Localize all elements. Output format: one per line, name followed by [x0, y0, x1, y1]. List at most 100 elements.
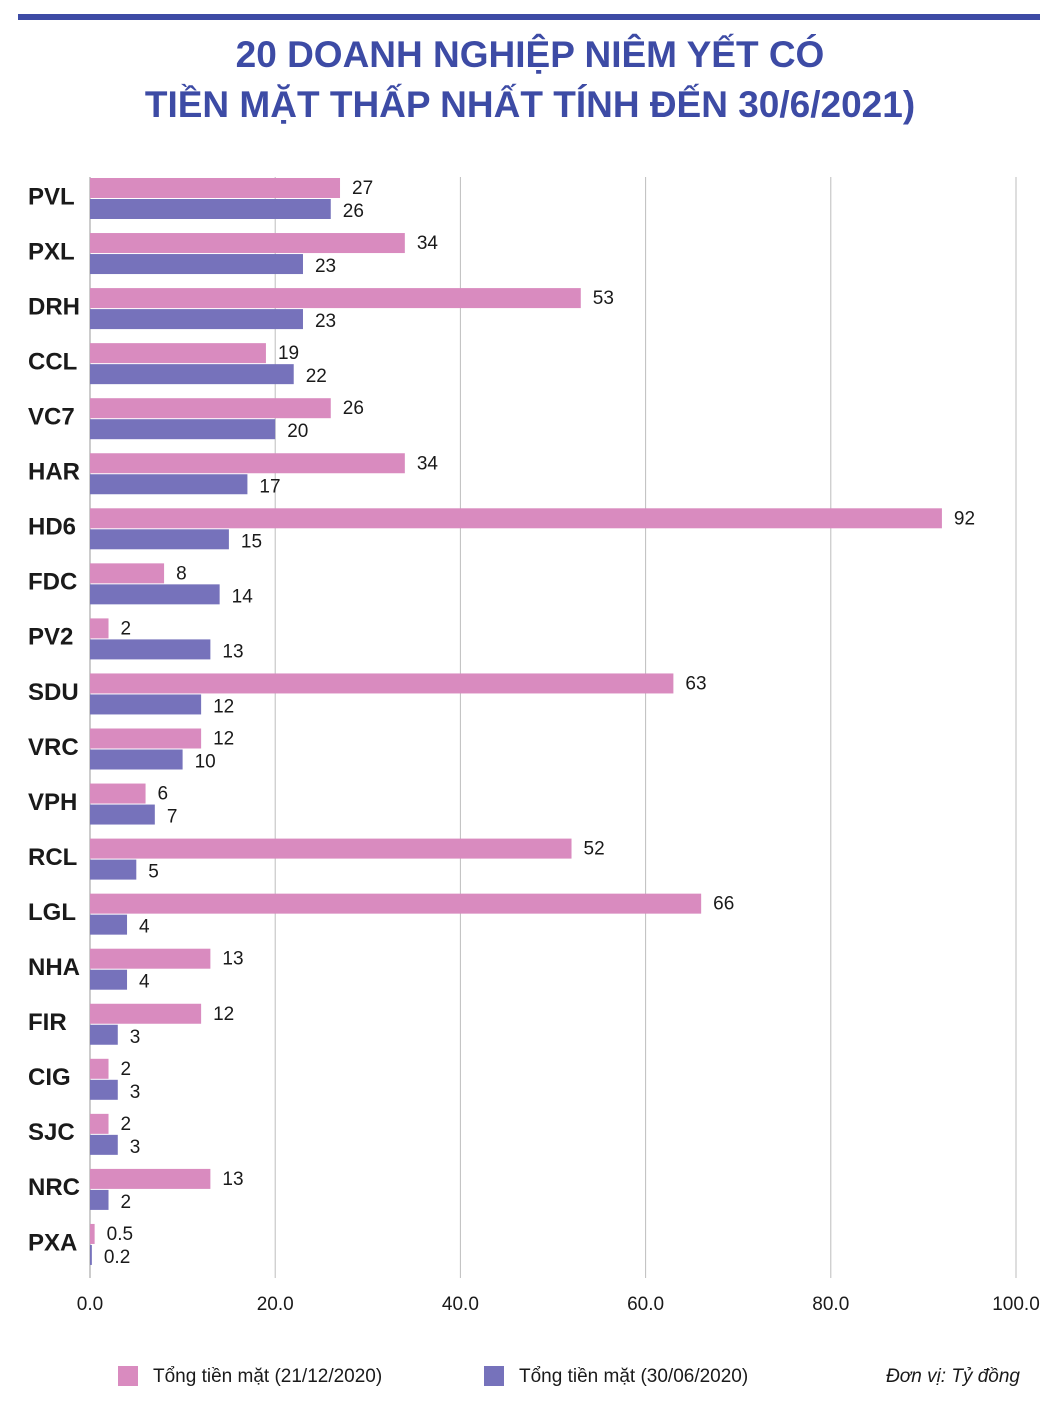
bar — [90, 343, 266, 364]
value-label: 20 — [287, 421, 308, 442]
value-label: 53 — [593, 288, 614, 309]
bar — [90, 199, 331, 219]
x-tick-label: 100.0 — [992, 1294, 1040, 1315]
bar — [90, 728, 202, 749]
value-label: 10 — [195, 752, 216, 773]
bar — [90, 1113, 109, 1134]
legend-label: Tổng tiền mặt (21/12/2020) — [153, 1366, 382, 1387]
y-tick-label: RCL — [28, 844, 77, 871]
x-tick-label: 80.0 — [812, 1294, 849, 1315]
value-label: 34 — [417, 233, 439, 254]
bar — [90, 749, 183, 770]
bar — [90, 1079, 118, 1100]
value-label: 26 — [343, 398, 364, 419]
bar — [90, 178, 341, 198]
bar — [90, 618, 109, 639]
y-tick-label: HD6 — [28, 514, 76, 541]
bar — [90, 639, 211, 660]
bar — [90, 859, 137, 880]
bar — [90, 1024, 118, 1045]
chart-title: 20 DOANH NGHIỆP NIÊM YẾT CÓ — [236, 33, 825, 75]
value-label: 63 — [685, 673, 706, 694]
legend-label: Tổng tiền mặt (30/06/2020) — [519, 1366, 748, 1387]
value-label: 0.5 — [107, 1224, 133, 1245]
y-tick-label: VPH — [28, 789, 77, 816]
legend-swatch — [118, 1366, 138, 1386]
bar — [90, 1189, 109, 1210]
bar — [90, 969, 128, 990]
bar — [90, 893, 702, 914]
value-label: 19 — [278, 343, 299, 364]
value-label: 2 — [121, 1192, 132, 1213]
value-label: 15 — [241, 531, 262, 552]
y-tick-label: PV2 — [28, 624, 73, 651]
y-tick-label: FIR — [28, 1009, 67, 1036]
y-tick-label: SJC — [28, 1119, 75, 1146]
value-label: 26 — [343, 201, 364, 222]
bar — [90, 398, 331, 419]
y-tick-label: CIG — [28, 1064, 71, 1091]
value-label: 13 — [222, 641, 243, 662]
y-tick-label: SDU — [28, 679, 79, 706]
y-tick-label: LGL — [28, 899, 76, 926]
bar — [90, 1223, 95, 1244]
value-label: 2 — [121, 1114, 132, 1135]
value-label: 23 — [315, 311, 336, 332]
y-tick-label: VC7 — [28, 404, 75, 431]
bar — [90, 1003, 202, 1024]
value-label: 34 — [417, 453, 439, 474]
y-tick-label: HAR — [28, 459, 80, 486]
value-label: 12 — [213, 696, 234, 717]
bar — [90, 804, 155, 825]
y-tick-label: PXA — [28, 1229, 77, 1256]
value-label: 3 — [130, 1082, 141, 1103]
value-label: 6 — [158, 784, 169, 805]
value-label: 7 — [167, 807, 178, 828]
bar — [90, 508, 942, 529]
y-tick-label: CCL — [28, 348, 77, 375]
chart-title: TIỀN MẶT THẤP NHẤT TÍNH ĐẾN 30/6/2021) — [145, 84, 915, 125]
y-tick-label: VRC — [28, 734, 79, 761]
value-label: 2 — [121, 618, 132, 639]
bar — [90, 838, 572, 859]
value-label: 66 — [713, 894, 734, 915]
value-label: 3 — [130, 1137, 141, 1158]
bar — [90, 529, 229, 550]
bar — [90, 563, 165, 584]
bar — [90, 1058, 109, 1079]
value-label: 4 — [139, 917, 150, 938]
value-label: 52 — [584, 839, 605, 860]
value-label: 23 — [315, 256, 336, 277]
bar — [90, 474, 248, 495]
value-label: 4 — [139, 972, 150, 993]
bar — [90, 914, 128, 935]
value-label: 8 — [176, 563, 187, 584]
bar — [90, 419, 276, 440]
x-tick-label: 20.0 — [257, 1294, 294, 1315]
value-label: 17 — [259, 476, 280, 497]
bar — [90, 948, 211, 969]
bar — [90, 1244, 92, 1265]
y-tick-label: PXL — [28, 238, 75, 265]
value-label: 12 — [213, 1004, 234, 1025]
value-label: 92 — [954, 508, 975, 529]
bar — [90, 288, 581, 309]
value-label: 14 — [232, 586, 254, 607]
bar — [90, 453, 405, 474]
bar — [90, 364, 294, 385]
bar — [90, 1168, 211, 1189]
value-label: 2 — [121, 1059, 132, 1080]
bar — [90, 694, 202, 715]
value-label: 5 — [148, 862, 159, 883]
bar — [90, 783, 146, 804]
y-tick-label: PVL — [28, 183, 75, 210]
x-tick-label: 40.0 — [442, 1294, 479, 1315]
bar — [90, 233, 405, 254]
value-label: 0.2 — [104, 1247, 130, 1268]
legend-swatch — [484, 1366, 504, 1386]
x-tick-label: 0.0 — [77, 1294, 103, 1315]
bar — [90, 584, 220, 605]
value-label: 22 — [306, 366, 327, 387]
bar — [90, 1134, 118, 1155]
